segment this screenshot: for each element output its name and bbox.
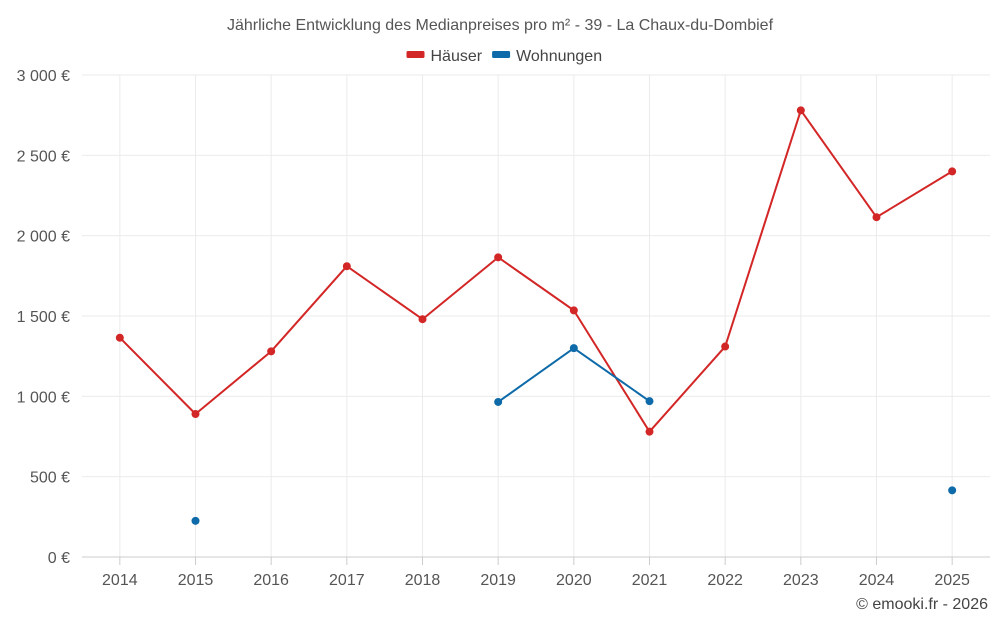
- x-tick-label: 2014: [102, 572, 138, 589]
- data-point[interactable]: [948, 167, 957, 176]
- data-point[interactable]: [418, 315, 427, 324]
- data-point[interactable]: [342, 262, 351, 271]
- legend-label: Häuser: [431, 48, 483, 65]
- data-point[interactable]: [948, 486, 957, 495]
- data-point[interactable]: [645, 427, 654, 436]
- series-layer: [115, 106, 957, 525]
- x-tick-label: 2025: [934, 572, 970, 589]
- data-point[interactable]: [494, 397, 503, 406]
- data-point[interactable]: [796, 106, 805, 115]
- data-point[interactable]: [721, 342, 730, 351]
- x-tick-label: 2021: [632, 572, 668, 589]
- data-point[interactable]: [569, 344, 578, 353]
- data-point[interactable]: [569, 306, 578, 315]
- legend-item[interactable]: Häuser: [406, 48, 483, 65]
- y-tick-label: 1 500 €: [17, 309, 70, 326]
- x-tick-label: 2023: [783, 572, 819, 589]
- x-tick-label: 2022: [707, 572, 743, 589]
- y-tick-label: 500 €: [30, 470, 70, 487]
- series-line-segment: [572, 347, 651, 403]
- series-line-segment: [270, 265, 348, 353]
- axes: 0 € 500 € 1 000 € 1 500 € 2 000 € 2 500 € 3 00…: [17, 68, 990, 589]
- series-line-segment: [345, 265, 424, 321]
- series-1: [191, 344, 957, 525]
- series-line-segment: [875, 170, 954, 219]
- series-line-segment: [497, 256, 575, 312]
- series-line-segment: [572, 309, 651, 433]
- legend: Häuser Wohnungen: [406, 48, 602, 65]
- series-line-segment: [799, 109, 878, 219]
- y-tick-label: 3 000 €: [17, 68, 70, 85]
- x-tick-label: 2018: [405, 572, 441, 589]
- series-line-segment: [421, 256, 500, 321]
- x-tick-label: 2019: [480, 572, 516, 589]
- series-line-segment: [194, 350, 273, 416]
- y-tick-label: 0 €: [48, 550, 70, 567]
- chart-title: Jährliche Entwicklung des Medianpreises …: [227, 17, 774, 34]
- y-tick-label: 1 000 €: [17, 389, 70, 406]
- series-line-segment: [724, 109, 802, 348]
- grid: [82, 74, 990, 557]
- legend-item[interactable]: Wohnungen: [492, 48, 602, 65]
- data-point[interactable]: [267, 347, 276, 356]
- legend-label: Wohnungen: [516, 48, 602, 65]
- x-tick-label: 2020: [556, 572, 592, 589]
- data-point[interactable]: [645, 397, 654, 406]
- x-tick-label: 2016: [253, 572, 289, 589]
- data-point[interactable]: [115, 333, 124, 342]
- series-line-segment: [497, 347, 575, 403]
- y-tick-label: 2 000 €: [17, 229, 70, 246]
- series-0: [115, 106, 957, 436]
- data-point[interactable]: [872, 213, 881, 222]
- x-tick-label: 2017: [329, 572, 365, 589]
- data-point[interactable]: [191, 516, 200, 525]
- legend-swatch: [492, 51, 511, 58]
- x-tick-label: 2024: [859, 572, 895, 589]
- x-tick-label: 2015: [178, 572, 214, 589]
- y-tick-label: 2 500 €: [17, 148, 70, 165]
- data-point[interactable]: [191, 410, 200, 419]
- series-line-segment: [648, 345, 727, 433]
- series-line-segment: [118, 336, 197, 416]
- data-point[interactable]: [494, 253, 503, 262]
- credit-text: © emooki.fr - 2026: [856, 596, 988, 613]
- legend-swatch: [406, 51, 425, 58]
